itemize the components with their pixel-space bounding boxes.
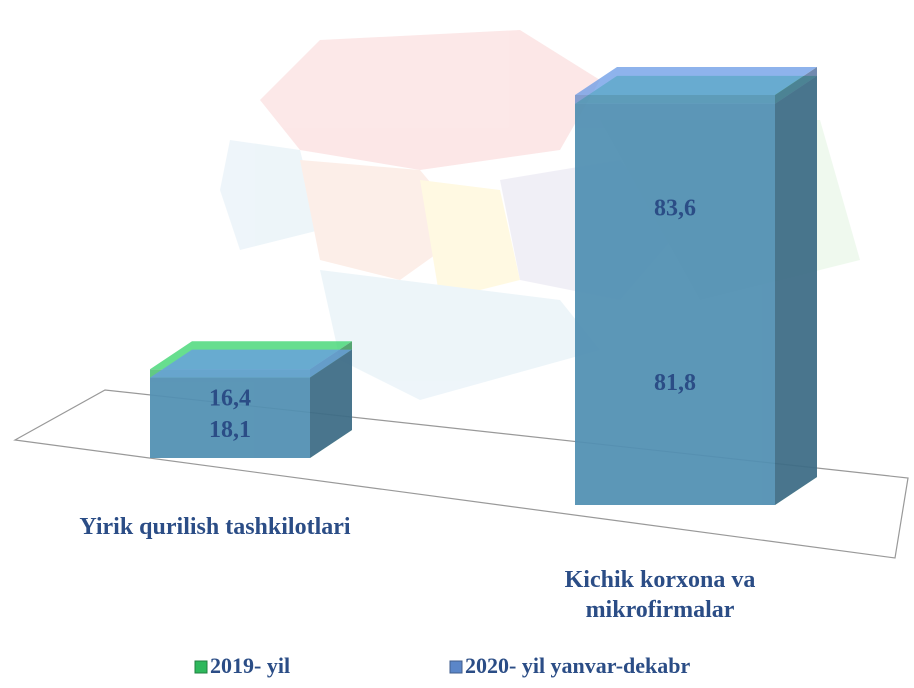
- floor: [13, 389, 909, 559]
- legend-swatch: [449, 660, 463, 674]
- bar-side: [775, 67, 817, 505]
- legend-swatch: [194, 660, 208, 674]
- legend-label: 2020- yil yanvar-dekabr: [465, 653, 691, 678]
- bar: [150, 349, 352, 458]
- bar: [575, 67, 817, 505]
- data-label: 83,6: [654, 195, 696, 221]
- bar-side: [310, 349, 352, 458]
- bar-front: [575, 95, 775, 505]
- category-label: Kichik korxona va mikrofirmalar: [564, 567, 756, 623]
- data-label: 18,1: [209, 417, 251, 443]
- bar-top: [150, 349, 352, 378]
- bar-top: [575, 67, 817, 95]
- category-label: Yirik qurilish tashkilotlari: [79, 514, 351, 540]
- legend-label: 2019- yil: [210, 653, 290, 678]
- bar-front: [150, 377, 310, 458]
- data-label: 16,4: [209, 386, 251, 412]
- data-label: 81,8: [654, 370, 696, 396]
